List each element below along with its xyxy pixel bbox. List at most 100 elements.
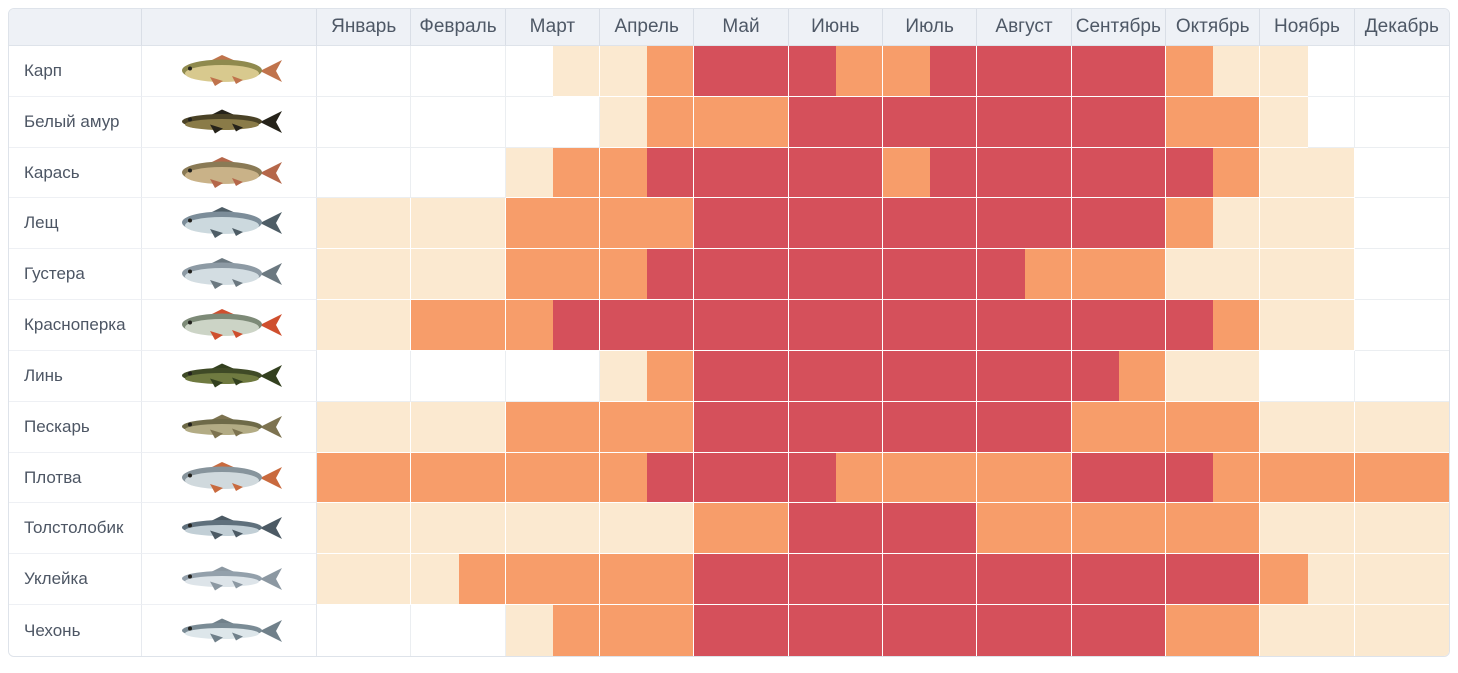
heat-cell: [694, 554, 742, 606]
heat-cell: [1307, 96, 1355, 148]
heat-cell: [1024, 452, 1072, 504]
heat-cell: [411, 147, 459, 199]
heat-cell: [1213, 249, 1261, 301]
heat-cell: [930, 452, 978, 504]
heat-cell: [1401, 554, 1449, 606]
heat-cell: [458, 503, 506, 555]
heat-cell: [1401, 605, 1449, 656]
heat-cell: [835, 605, 883, 656]
heat-cell: [1118, 503, 1166, 555]
heat-cell: [1354, 147, 1402, 199]
heat-cell: [317, 503, 365, 555]
heat-cell: [1024, 401, 1072, 453]
heat-cell: [1071, 503, 1119, 555]
heat-cell: [741, 452, 789, 504]
grass-carp-fish-icon: [182, 109, 282, 134]
heat-cell: [1307, 401, 1355, 453]
heat-cell: [883, 350, 931, 402]
heat-cell: [883, 503, 931, 555]
heat-cell: [1260, 554, 1308, 606]
bream-fish-icon: [182, 207, 282, 239]
heat-cell: [1401, 401, 1449, 453]
heat-cell: [411, 198, 459, 250]
heat-cell: [1354, 401, 1402, 453]
heat-cell: [1401, 300, 1449, 351]
heat-cell: [1071, 147, 1119, 199]
heat-cell: [552, 300, 600, 351]
heat-cell: [788, 503, 836, 555]
month-header: Май: [694, 9, 789, 46]
heat-cell: [741, 401, 789, 453]
heat-cell: [411, 46, 459, 97]
heat-cell: [600, 452, 648, 504]
carp-fish-icon: [182, 54, 282, 86]
heat-cell: [835, 249, 883, 301]
heat-cell: [741, 300, 789, 351]
fish-image-cell: [142, 249, 317, 301]
heat-cell: [600, 554, 648, 606]
heat-cell: [1401, 452, 1449, 504]
heat-cell: [552, 249, 600, 301]
heat-cell: [505, 198, 553, 250]
heat-cell: [1024, 46, 1072, 97]
heat-cell: [364, 503, 412, 555]
heat-cell: [1071, 554, 1119, 606]
heat-cell: [1118, 300, 1166, 351]
heat-cell: [883, 554, 931, 606]
heat-cell: [694, 605, 742, 656]
heat-cell: [600, 605, 648, 656]
fish-name-label: Плотва: [9, 452, 142, 504]
heat-cell: [1118, 96, 1166, 148]
heat-cell: [1071, 249, 1119, 301]
heat-cell: [600, 401, 648, 453]
heat-cell: [1166, 46, 1214, 97]
heat-cell: [1213, 401, 1261, 453]
heat-cell: [1071, 46, 1119, 97]
header-corner-image: [142, 9, 317, 46]
heat-cell: [1118, 350, 1166, 402]
heat-cell: [741, 605, 789, 656]
heat-cell: [1260, 198, 1308, 250]
heat-cell: [505, 249, 553, 301]
heat-cell: [552, 198, 600, 250]
heat-cell: [977, 350, 1025, 402]
heat-cell: [1071, 350, 1119, 402]
heat-cell: [552, 401, 600, 453]
heat-cell: [977, 503, 1025, 555]
crucian-fish-icon: [182, 156, 282, 188]
heat-cell: [1307, 46, 1355, 97]
heat-cell: [788, 452, 836, 504]
heat-cell: [1307, 350, 1355, 402]
heat-cell: [1166, 350, 1214, 402]
heat-cell: [977, 605, 1025, 656]
fish-image-cell: [142, 554, 317, 606]
heat-cell: [411, 249, 459, 301]
heat-cell: [741, 96, 789, 148]
heat-cell: [1166, 249, 1214, 301]
fish-name-label: Густера: [9, 249, 142, 301]
heat-cell: [1071, 96, 1119, 148]
heat-cell: [364, 198, 412, 250]
heat-cell: [1118, 249, 1166, 301]
month-header: Июнь: [788, 9, 883, 46]
heat-cell: [835, 198, 883, 250]
heat-cell: [1118, 554, 1166, 606]
month-header: Ноябрь: [1260, 9, 1355, 46]
fish-image-cell: [142, 147, 317, 199]
gudgeon-fish-icon: [182, 414, 282, 439]
heat-cell: [694, 249, 742, 301]
heat-cell: [1024, 147, 1072, 199]
heat-cell: [977, 198, 1025, 250]
heat-cell: [552, 350, 600, 402]
heat-cell: [1307, 452, 1355, 504]
month-header: Июль: [883, 9, 978, 46]
heat-cell: [364, 554, 412, 606]
heat-cell: [1260, 503, 1308, 555]
heat-cell: [411, 300, 459, 351]
heat-cell: [647, 147, 695, 199]
heat-cell: [977, 96, 1025, 148]
heat-cell: [1401, 249, 1449, 301]
heat-cell: [883, 401, 931, 453]
heat-cell: [458, 249, 506, 301]
heat-cell: [1401, 350, 1449, 402]
